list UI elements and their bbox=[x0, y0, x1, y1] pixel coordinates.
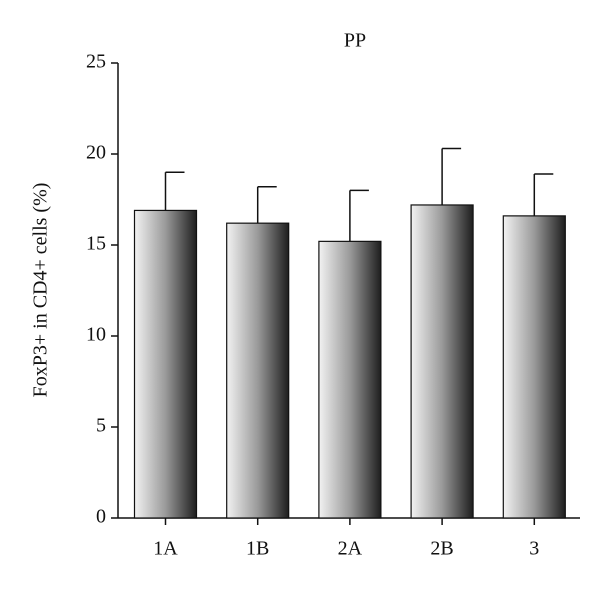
bar bbox=[410, 204, 474, 519]
x-tick-label: 3 bbox=[529, 538, 539, 560]
x-tick-label: 2A bbox=[338, 538, 363, 560]
x-tick-label: 1A bbox=[153, 538, 178, 560]
bar bbox=[133, 209, 198, 519]
y-tick-label: 20 bbox=[86, 142, 106, 164]
y-tick-label: 0 bbox=[96, 506, 106, 528]
y-tick-label: 25 bbox=[86, 51, 106, 73]
y-axis-label: FoxP3+ in CD4+ cells (%) bbox=[30, 183, 52, 398]
y-tick-label: 10 bbox=[86, 324, 106, 346]
bar bbox=[318, 240, 382, 519]
chart-title: PP bbox=[344, 30, 366, 52]
y-tick-label: 15 bbox=[86, 233, 106, 255]
x-tick-label: 1B bbox=[246, 538, 269, 560]
bar bbox=[226, 222, 290, 519]
bar bbox=[502, 215, 566, 519]
x-tick-label: 2B bbox=[430, 538, 453, 560]
y-tick-label: 5 bbox=[96, 415, 106, 437]
